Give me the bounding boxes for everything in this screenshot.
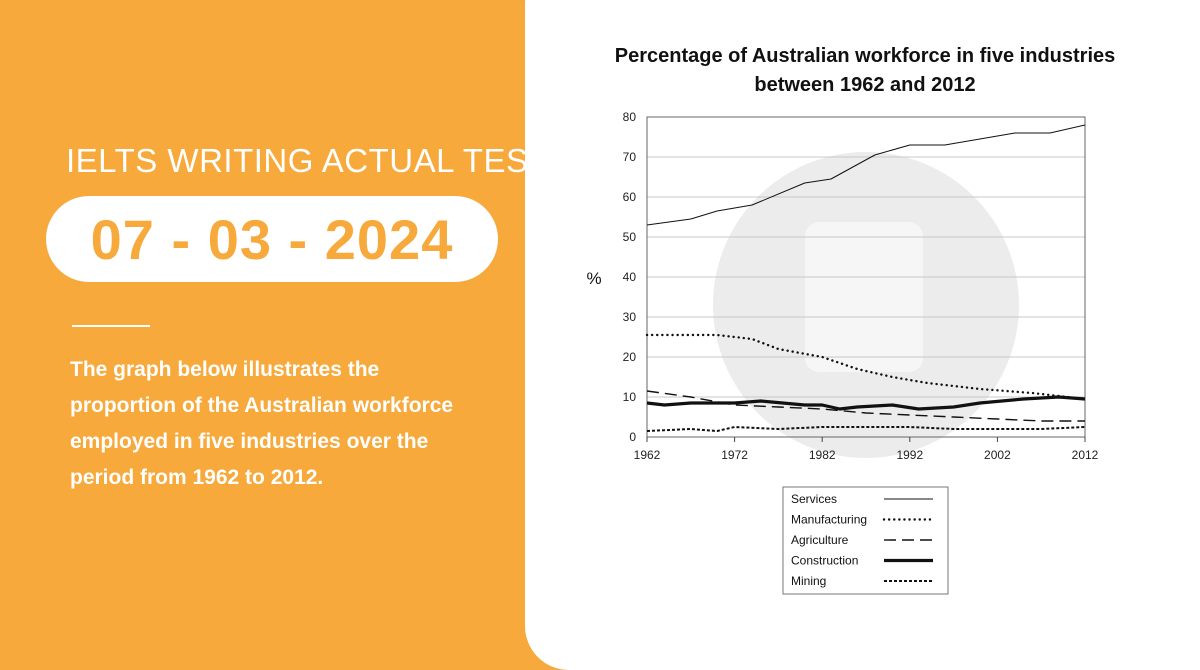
y-tick-label: 40 [623,270,637,284]
y-tick-label: 60 [623,190,637,204]
axis-layer: 0 10 20 30 40 50 60 70 80 1962 1972 1982 1992 2002 201… [586,110,1098,462]
series-line-construction [646,395,1086,411]
divider [72,325,150,327]
y-tick-label: 80 [623,110,637,124]
series-line-mining [646,426,1086,432]
series-layer [645,124,1087,432]
y-tick-label: 20 [623,350,637,364]
chart-title-line-2: between 1962 and 2012 [754,74,976,96]
y-tick-label: 10 [623,390,637,404]
chart-title-line-1: Percentage of Australian workforce in fi… [614,45,1116,67]
y-axis-label: % [586,269,601,288]
x-tick-label: 2012 [1072,448,1099,462]
y-tick-label: 70 [623,150,637,164]
headline: IELTS WRITING ACTUAL TEST [66,142,550,179]
legend-label: Services [791,492,837,506]
x-tick-label: 2002 [984,448,1011,462]
chart-title: Percentage of Australian workforce in fi… [565,42,1165,100]
y-tick-label: 30 [623,310,637,324]
y-tick-label: 0 [629,430,636,444]
description: The graph below illustrates the proporti… [70,358,454,489]
x-tick-label: 1962 [634,448,661,462]
date-text: 07 - 03 - 2024 [90,207,454,271]
legend-label: Construction [791,554,858,568]
legend: Services Manufacturing Agriculture Construc… [782,486,949,595]
line-chart: 0 10 20 30 40 50 60 70 80 1962 1972 1982 1992 2002 201… [586,110,1099,595]
x-tick-label: 1992 [896,448,923,462]
legend-label: Manufacturing [791,513,867,527]
left-panel: IELTS WRITING ACTUAL TEST 07 - 03 - 2024… [0,0,549,628]
legend-label: Agriculture [791,533,849,547]
y-tick-label: 50 [623,230,637,244]
legend-label: Mining [791,574,826,588]
date-badge: 07 - 03 - 2024 [46,196,498,282]
plot-frame [646,116,1086,438]
watermark-logo-mark [805,222,923,372]
x-tick-label: 1982 [809,448,836,462]
x-tick-label: 1972 [721,448,748,462]
series-line-services [646,124,1086,226]
